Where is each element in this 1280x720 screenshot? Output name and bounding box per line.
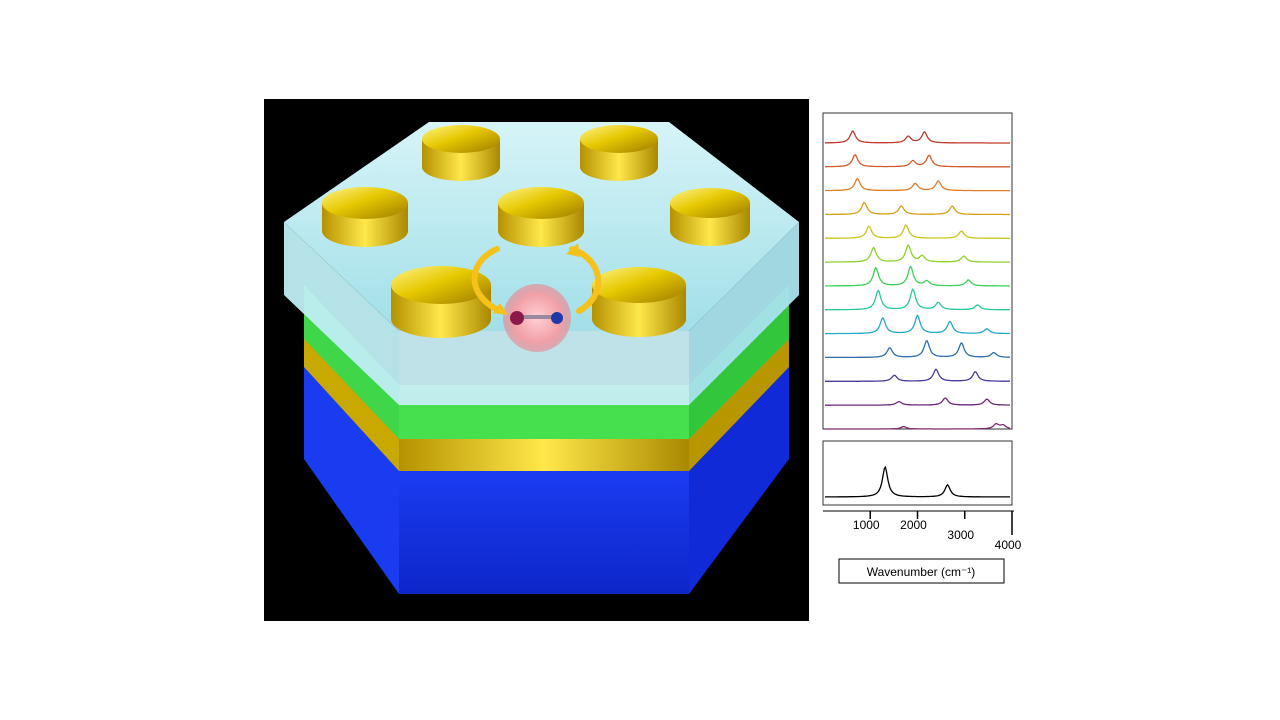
spectrum-line [825,288,1010,311]
molecule-atom-left [510,311,524,325]
plasmonic-device-illustration [264,99,809,621]
reference-spectrum-trace [825,465,1010,498]
x-axis-title: Wavenumber (cm⁻¹) [867,565,976,579]
glass-superstrate-layer [284,122,799,405]
spectrum-line [825,224,1010,239]
x-tick-label: 1000 [853,518,880,532]
spectrum-line [825,244,1010,263]
gold-disk [498,187,584,247]
x-axis-ticks: 1000 2000 3000 4000 [853,511,1022,552]
reference-spectrum-frame [822,440,1013,506]
gold-disk [322,187,408,247]
spectrum-line [825,422,1011,430]
spectrum-line [825,397,1010,406]
spectrum-line [825,177,1010,192]
spectrum-line [825,130,1010,144]
spectrum-line [825,368,1010,382]
stacked-spectra-lines [825,130,1011,430]
spectrum-line [825,265,1010,287]
gold-disk [391,266,491,338]
spectrum-line [825,314,1010,335]
gold-disk [592,267,686,337]
gold-disk [422,125,500,181]
spectrum-line [825,153,1010,168]
spectra-panel: 1000 2000 3000 4000 Wavenumber (cm⁻¹) [809,99,1025,621]
x-tick-label: 4000 [995,538,1022,552]
molecule-atom-right [551,312,563,324]
x-tick-label: 2000 [900,518,927,532]
spectrum-line [825,201,1010,216]
molecule [510,311,563,325]
reference-spectrum-line [825,465,1010,498]
rotation-arrows [471,243,602,315]
device-svg [284,122,799,594]
gold-disks [322,125,750,338]
spectrum-line [825,340,1010,359]
gold-disk [670,188,750,246]
spectra-svg: 1000 2000 3000 4000 Wavenumber (cm⁻¹) [822,112,1022,584]
x-tick-label: 3000 [947,528,974,542]
stacked-spectra-frame [822,112,1013,430]
gold-disk [580,125,658,181]
x-axis-title-box [838,558,1005,584]
